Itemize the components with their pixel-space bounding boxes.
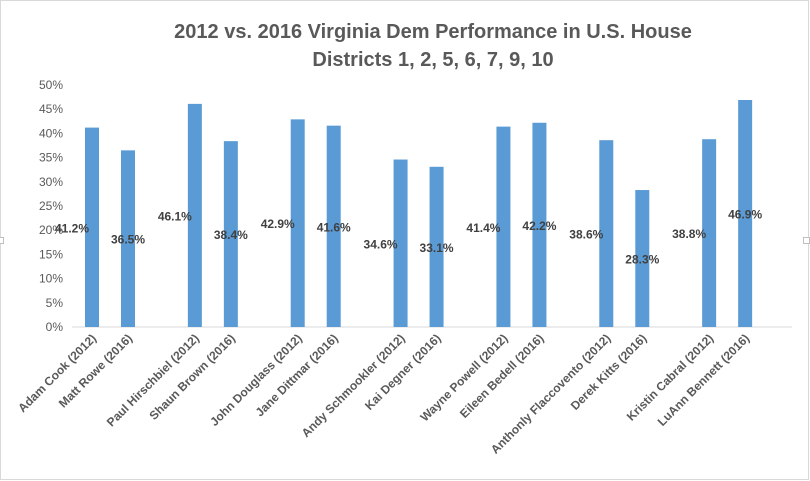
y-tick-label: 10% <box>39 272 63 286</box>
bar <box>85 127 99 327</box>
bar <box>223 141 238 327</box>
data-label: 33.1% <box>420 241 454 255</box>
bar <box>290 119 305 327</box>
chart-title: 2012 vs. 2016 Virginia Dem Performance i… <box>0 18 810 74</box>
data-label: 36.5% <box>111 233 145 247</box>
data-label: 46.9% <box>728 208 762 222</box>
data-label: 41.4% <box>466 221 500 235</box>
y-tick-label: 50% <box>39 78 63 92</box>
y-tick-label: 40% <box>39 126 63 140</box>
data-label: 28.3% <box>625 253 659 267</box>
data-label: 38.4% <box>214 228 248 242</box>
bar <box>496 126 511 328</box>
bar <box>635 190 650 327</box>
y-tick-label: 45% <box>39 102 63 116</box>
chart-title-line-1: 2012 vs. 2016 Virginia Dem Performance i… <box>174 21 692 43</box>
resize-handle-right[interactable] <box>803 237 810 244</box>
bar <box>599 140 614 327</box>
bar <box>121 150 135 327</box>
bar <box>702 139 717 327</box>
y-tick-label: 20% <box>39 223 63 237</box>
chart-title-line-2: Districts 1, 2, 5, 6, 7, 9, 10 <box>312 49 554 71</box>
y-tick-label: 25% <box>39 199 63 213</box>
data-label: 34.6% <box>364 237 398 251</box>
bar <box>429 166 444 327</box>
bar <box>393 159 408 327</box>
y-tick-label: 5% <box>46 296 64 310</box>
data-label: 41.2% <box>55 221 89 235</box>
bar <box>738 100 753 327</box>
data-label: 41.6% <box>317 220 351 234</box>
bar <box>532 122 547 327</box>
bar <box>187 103 202 327</box>
data-label: 42.9% <box>261 217 295 231</box>
data-label: 46.1% <box>158 209 192 223</box>
data-label: 42.2% <box>522 219 556 233</box>
resize-handle-left[interactable] <box>0 237 4 244</box>
y-tick-label: 0% <box>46 320 64 334</box>
y-tick-label: 35% <box>39 151 63 165</box>
bar <box>326 125 341 327</box>
data-label: 38.6% <box>569 228 603 242</box>
y-tick-label: 15% <box>39 247 63 261</box>
data-label: 38.8% <box>672 227 706 241</box>
y-tick-label: 30% <box>39 175 63 189</box>
